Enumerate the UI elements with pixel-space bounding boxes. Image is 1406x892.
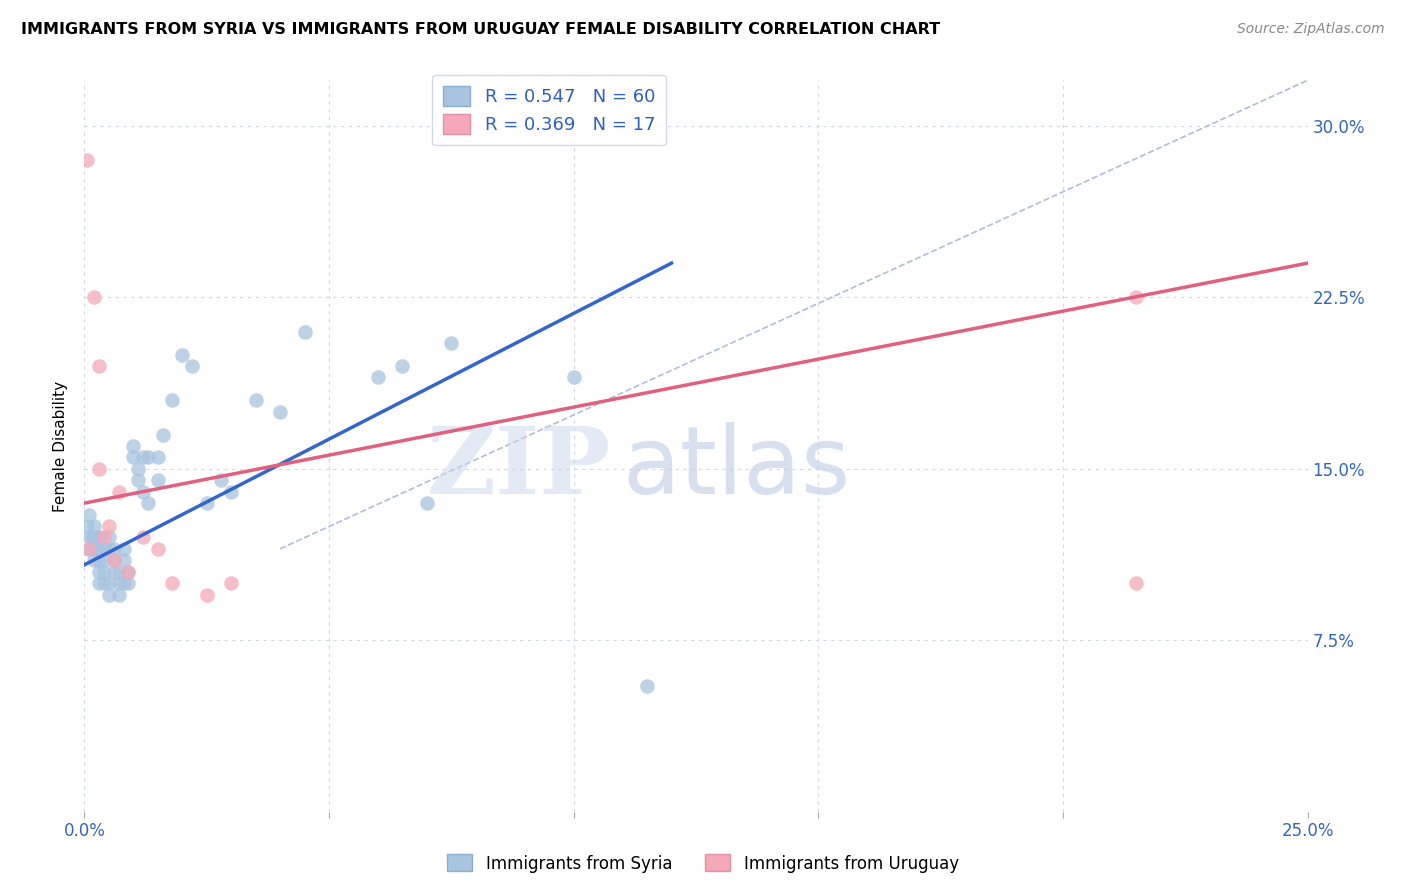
Legend: R = 0.547   N = 60, R = 0.369   N = 17: R = 0.547 N = 60, R = 0.369 N = 17 [432, 75, 666, 145]
Point [87, 530, 110, 544]
Point [107, 565, 129, 579]
Point [269, 405, 291, 419]
Point [86, 541, 108, 556]
Point [367, 370, 389, 384]
Point [83, 519, 105, 533]
Point [77, 508, 100, 522]
Point [245, 393, 267, 408]
Point [93, 565, 115, 579]
Point [132, 530, 155, 544]
Point [162, 576, 184, 591]
Point [103, 565, 125, 579]
Point [117, 565, 139, 579]
Point [136, 450, 159, 465]
Point [97, 541, 120, 556]
Point [112, 576, 135, 591]
Point [77, 541, 100, 556]
Point [294, 325, 316, 339]
Point [76, 519, 98, 533]
Point [152, 427, 174, 442]
Point [209, 473, 232, 487]
Point [195, 496, 218, 510]
Point [122, 439, 145, 453]
Point [562, 370, 585, 384]
Point [83, 530, 105, 544]
Point [77, 530, 100, 544]
Point [87, 565, 110, 579]
Text: ZIP: ZIP [426, 423, 610, 513]
Point [219, 484, 242, 499]
Point [440, 336, 463, 351]
Point [146, 473, 169, 487]
Point [87, 553, 110, 567]
Point [127, 473, 149, 487]
Point [107, 484, 129, 499]
Text: Source: ZipAtlas.com: Source: ZipAtlas.com [1237, 22, 1385, 37]
Point [195, 588, 218, 602]
Point [117, 565, 139, 579]
Point [132, 450, 155, 465]
Point [97, 588, 120, 602]
Point [83, 290, 105, 304]
Point [93, 541, 115, 556]
Point [83, 541, 105, 556]
Point [117, 576, 139, 591]
Point [77, 541, 100, 556]
Point [112, 541, 135, 556]
Point [103, 553, 125, 567]
Point [391, 359, 413, 373]
Point [122, 450, 145, 465]
Point [93, 576, 115, 591]
Point [181, 359, 204, 373]
Point [146, 450, 169, 465]
Point [83, 553, 105, 567]
Point [97, 519, 120, 533]
Point [1125, 290, 1147, 304]
Y-axis label: Female Disability: Female Disability [53, 380, 69, 512]
Point [97, 576, 120, 591]
Point [97, 530, 120, 544]
Point [127, 462, 149, 476]
Point [136, 496, 159, 510]
Point [87, 576, 110, 591]
Point [162, 393, 184, 408]
Legend: Immigrants from Syria, Immigrants from Uruguay: Immigrants from Syria, Immigrants from U… [440, 847, 966, 880]
Point [93, 530, 115, 544]
Point [416, 496, 439, 510]
Point [132, 484, 155, 499]
Text: atlas: atlas [623, 422, 851, 514]
Point [636, 679, 658, 693]
Point [107, 588, 129, 602]
Point [1125, 576, 1147, 591]
Point [112, 553, 135, 567]
Point [87, 541, 110, 556]
Point [76, 153, 98, 168]
Point [87, 359, 110, 373]
Text: IMMIGRANTS FROM SYRIA VS IMMIGRANTS FROM URUGUAY FEMALE DISABILITY CORRELATION C: IMMIGRANTS FROM SYRIA VS IMMIGRANTS FROM… [21, 22, 941, 37]
Point [107, 576, 129, 591]
Point [103, 553, 125, 567]
Point [93, 553, 115, 567]
Point [146, 541, 169, 556]
Point [87, 462, 110, 476]
Point [172, 347, 194, 362]
Point [103, 541, 125, 556]
Point [219, 576, 242, 591]
Point [80, 530, 103, 544]
